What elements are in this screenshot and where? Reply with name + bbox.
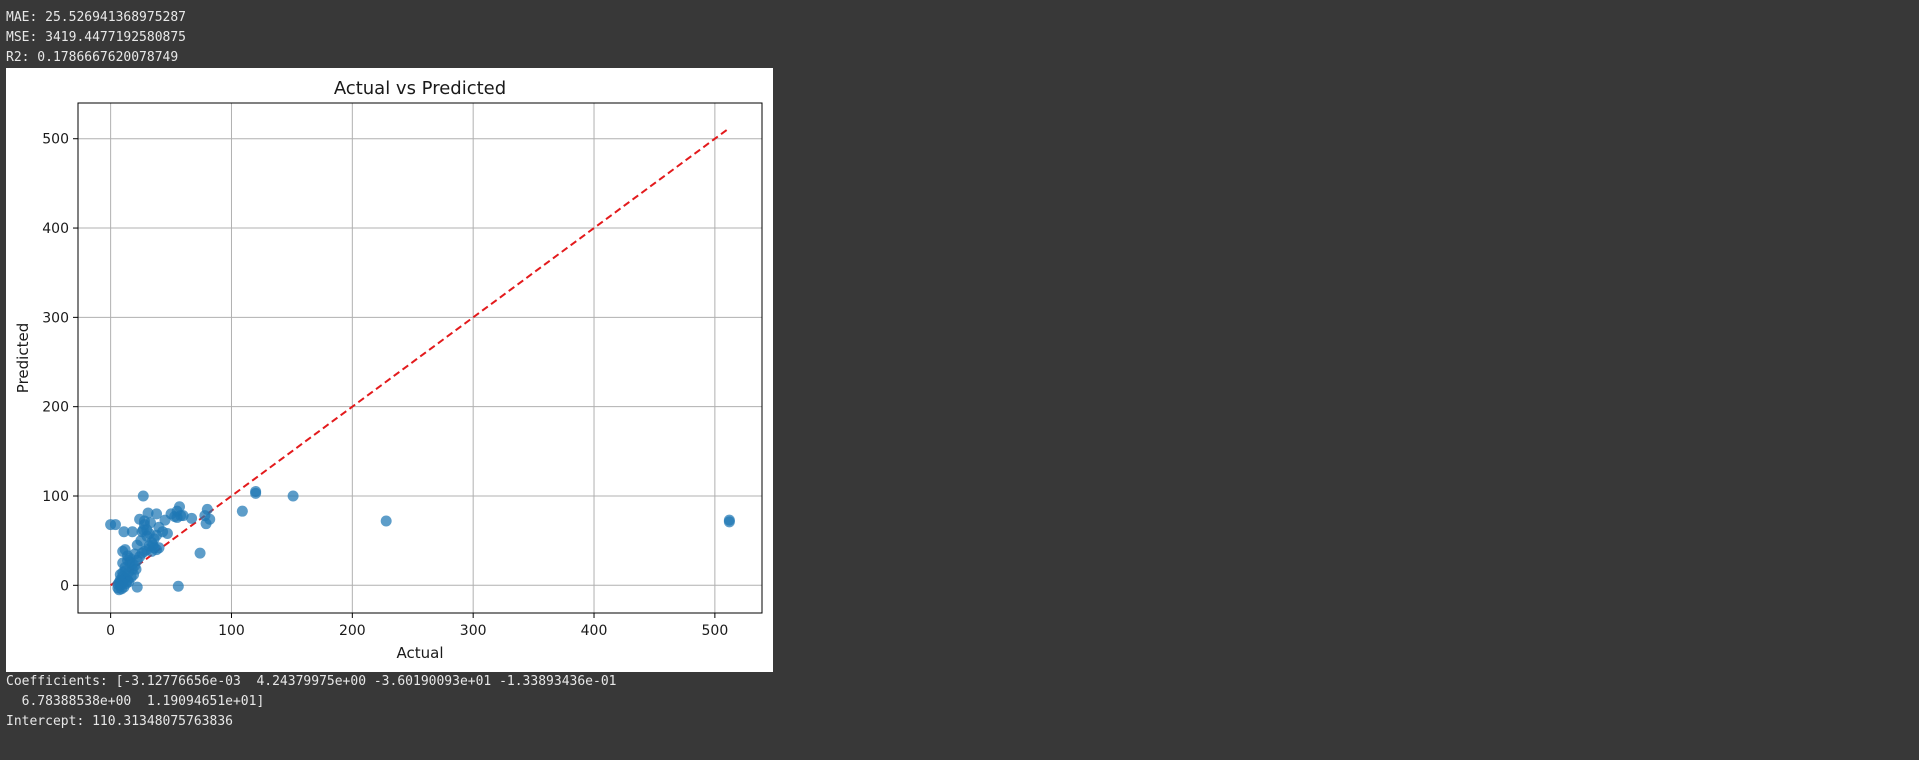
output-mae: MAE: 25.526941368975287 [6, 10, 187, 25]
x-tick-label: 0 [106, 623, 115, 639]
scatter-chart: 0 100 200 300 400 500 0 100 200 300 400 500 Actual … [14, 78, 763, 662]
data-point [200, 518, 212, 530]
data-point [126, 558, 138, 570]
data-point [236, 505, 248, 517]
data-point [287, 490, 299, 502]
x-tick-label: 500 [702, 623, 729, 639]
y-tick-label: 100 [42, 489, 69, 505]
output-mse: MSE: 3419.4477192580875 [6, 30, 187, 45]
reference-line-group [110, 127, 730, 587]
y-tick-label: 500 [42, 132, 69, 148]
data-point [119, 565, 131, 577]
data-point [723, 516, 735, 528]
data-point [131, 581, 143, 593]
x-tick-label: 200 [339, 623, 366, 639]
y-tick-label: 200 [42, 400, 69, 416]
y-tick-label: 0 [60, 578, 69, 594]
data-point [131, 539, 143, 551]
chart-title: Actual vs Predicted [334, 78, 506, 99]
data-point [161, 528, 173, 540]
ticks: 0 100 200 300 400 500 0 100 200 300 400 500 [42, 132, 728, 639]
output-coefficients-line-1: Coefficients: [-3.12776656e-03 4.2437997… [6, 674, 617, 689]
data-point [250, 487, 262, 499]
data-point [380, 515, 392, 527]
data-point [118, 526, 130, 538]
output-r2: R2: 0.1786667620078749 [6, 50, 179, 65]
x-tick-label: 400 [581, 623, 608, 639]
plot-frame [77, 102, 763, 614]
data-point [126, 526, 138, 538]
reference-line [110, 127, 730, 587]
data-point [128, 569, 140, 581]
data-point [143, 528, 155, 540]
data-points [105, 486, 735, 596]
data-point [137, 490, 149, 502]
data-point [172, 580, 184, 592]
x-axis-label: Actual [397, 644, 444, 662]
output-coefficients-line-2: 6.78388538e+00 1.19094651e+01] [6, 694, 265, 709]
data-point [109, 519, 121, 531]
y-axis-label: Predicted [14, 323, 32, 393]
data-point [194, 547, 206, 559]
chart-figure: 0 100 200 300 400 500 0 100 200 300 400 500 Actual … [6, 68, 773, 672]
data-point [186, 512, 198, 524]
x-tick-label: 100 [218, 623, 245, 639]
data-point [174, 501, 186, 513]
y-tick-label: 300 [42, 310, 69, 326]
y-tick-label: 400 [42, 221, 69, 237]
data-point [112, 578, 124, 590]
data-point [151, 508, 163, 520]
data-point [153, 542, 165, 554]
output-intercept: Intercept: 110.31348075763836 [6, 714, 233, 729]
data-point [177, 510, 189, 522]
x-tick-label: 300 [460, 623, 487, 639]
grid [78, 103, 762, 613]
